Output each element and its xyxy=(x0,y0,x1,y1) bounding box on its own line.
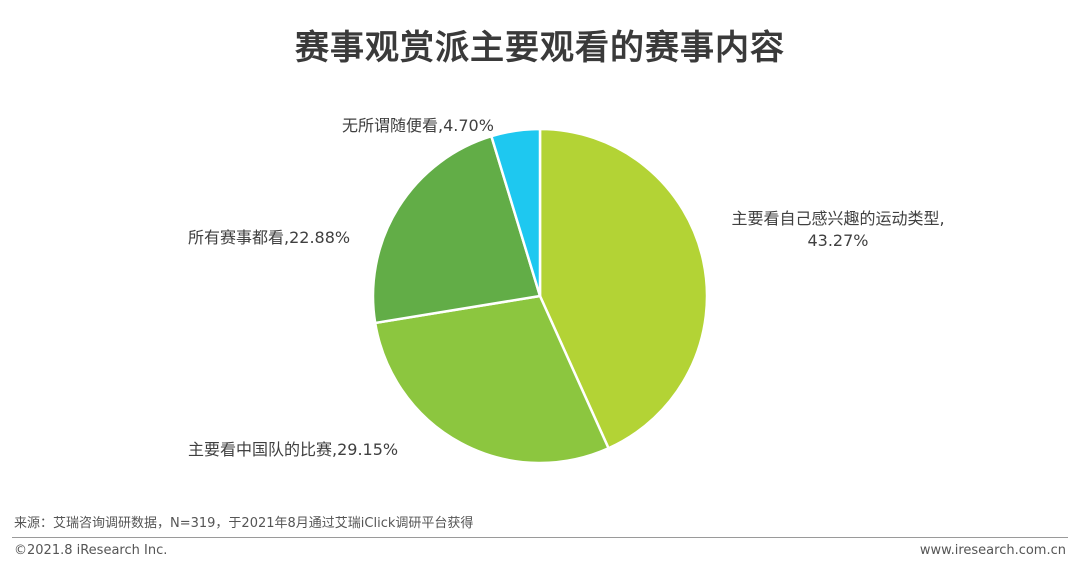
pie-slice-3 xyxy=(371,134,542,325)
copyright: ©2021.8 iResearch Inc. xyxy=(14,543,168,558)
pie-slice-2 xyxy=(373,294,610,465)
slice-label-2: 主要看中国队的比赛,29.15% xyxy=(188,440,398,459)
pie-slices xyxy=(371,127,709,465)
slice-label-line: 所有赛事都看,22.88% xyxy=(188,228,350,247)
chart-title: 赛事观赏派主要观看的赛事内容 xyxy=(295,28,785,68)
slice-label-line: 无所谓随便看,4.70% xyxy=(342,116,494,135)
slice-label-4: 无所谓随便看,4.70% xyxy=(342,116,494,135)
slice-label-line: 主要看中国队的比赛,29.15% xyxy=(188,440,398,459)
pie-slice-1 xyxy=(538,127,709,450)
pie-labels: 主要看自己感兴趣的运动类型, 43.27% 主要看中国队的比赛,29.15% 所有赛事… xyxy=(188,116,945,459)
website-link: www.iresearch.com.cn xyxy=(919,543,1066,558)
slice-label-3: 所有赛事都看,22.88% xyxy=(188,228,350,247)
slice-label-line: 主要看自己感兴趣的运动类型, xyxy=(731,209,944,228)
pie-slice-4 xyxy=(490,127,542,298)
slice-label-1: 主要看自己感兴趣的运动类型, 43.27% xyxy=(731,209,944,250)
source-note: 来源：艾瑞咨询调研数据，N=319，于2021年8月通过艾瑞iClick调研平台… xyxy=(14,516,474,531)
slice-label-line: 43.27% xyxy=(807,231,868,250)
footer-divider xyxy=(12,537,1068,538)
